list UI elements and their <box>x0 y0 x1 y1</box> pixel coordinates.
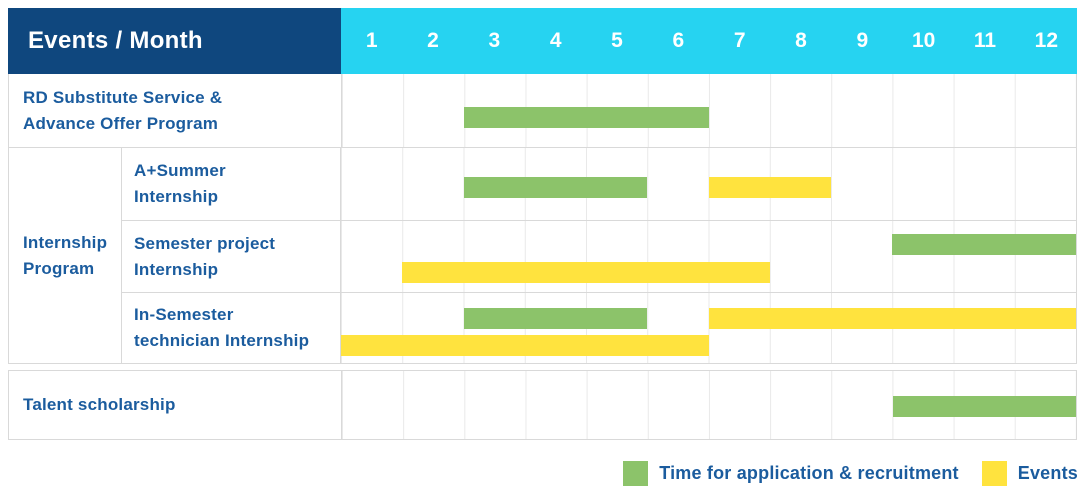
application-bar <box>463 177 648 198</box>
gantt-lane-talent-scholarship <box>342 371 1076 439</box>
month-label-10: 10 <box>911 29 936 52</box>
table-row: A+Summer Internship <box>122 148 1076 220</box>
month-label-9: 9 <box>856 29 869 52</box>
month-label-8: 8 <box>795 29 807 52</box>
talent-scholarship-section: Talent scholarship <box>8 370 1077 440</box>
month-label-7: 7 <box>733 29 746 52</box>
legend-label-application: Time for application & recruitment <box>659 463 959 483</box>
legend-label-events: Events <box>1017 463 1078 483</box>
month-label-11: 11 <box>973 29 997 52</box>
header-events-month-cell: Events / Month <box>8 8 341 74</box>
month-label-1: 1 <box>365 29 378 52</box>
table-row: In-Semester technician Internship <box>122 292 1076 363</box>
event-bar <box>708 177 831 198</box>
month-label-12: 12 <box>1034 29 1058 52</box>
gantt-lane-rd-substitute <box>342 74 1076 147</box>
row-label-line: Advance Offer Program <box>23 113 219 133</box>
internship-program-group: Internship Program A+Summer Internship S… <box>9 148 1076 363</box>
row-label-line: Internship <box>134 187 219 206</box>
month-label-5: 5 <box>611 29 623 52</box>
row-label-in-semester-technician: In-Semester technician Internship <box>122 293 341 363</box>
row-label-line: Internship <box>134 259 219 279</box>
row-label-line: technician Internship <box>134 331 310 350</box>
event-bar <box>341 335 709 356</box>
gantt-lane-in-semester-technician <box>341 293 1076 363</box>
month-label-3: 3 <box>488 29 501 52</box>
legend-swatch-application-icon <box>623 461 649 486</box>
legend-swatch-events-icon <box>981 461 1007 486</box>
application-bar <box>463 308 648 329</box>
row-label-line: Program <box>23 258 95 278</box>
row-label-rd-substitute: RD Substitute Service & Advance Offer Pr… <box>9 74 342 147</box>
internship-subrows: A+Summer Internship Semester project Int… <box>122 148 1076 363</box>
gantt-lane-semester-project <box>341 221 1076 292</box>
row-label-a-plus-summer: A+Summer Internship <box>122 148 341 220</box>
application-bar <box>892 234 1076 255</box>
main-rows-section: RD Substitute Service & Advance Offer Pr… <box>8 74 1077 364</box>
gantt-lane-a-plus-summer <box>341 148 1076 220</box>
month-header-strip: 1 2 3 4 5 6 7 8 9 10 11 12 <box>341 8 1077 74</box>
legend: Time for application & recruitment Event… <box>623 461 1078 486</box>
row-label-internship-program: Internship Program <box>9 148 122 363</box>
row-label-line: RD Substitute Service & <box>23 87 223 107</box>
table-row: RD Substitute Service & Advance Offer Pr… <box>9 74 1076 148</box>
row-label-line: Semester project <box>134 233 276 253</box>
application-bar <box>892 396 1076 417</box>
month-label-2: 2 <box>427 29 439 52</box>
event-bar <box>402 262 770 283</box>
row-label-semester-project: Semester project Internship <box>122 221 341 292</box>
row-label-line: Talent scholarship <box>23 395 176 414</box>
row-label-talent-scholarship: Talent scholarship <box>9 371 342 439</box>
table-header-row: Events / Month 1 2 3 4 5 6 7 8 9 10 11 1… <box>8 8 1077 74</box>
month-label-6: 6 <box>672 29 685 52</box>
row-label-line: Internship <box>23 232 108 252</box>
event-bar <box>708 308 1076 329</box>
application-bar <box>464 107 709 128</box>
table-row: Semester project Internship <box>122 220 1076 292</box>
row-label-line: A+Summer <box>134 161 226 180</box>
month-label-4: 4 <box>549 29 562 52</box>
row-label-line: In-Semester <box>134 305 234 324</box>
events-month-table: Events / Month 1 2 3 4 5 6 7 8 9 10 11 1… <box>8 8 1077 440</box>
